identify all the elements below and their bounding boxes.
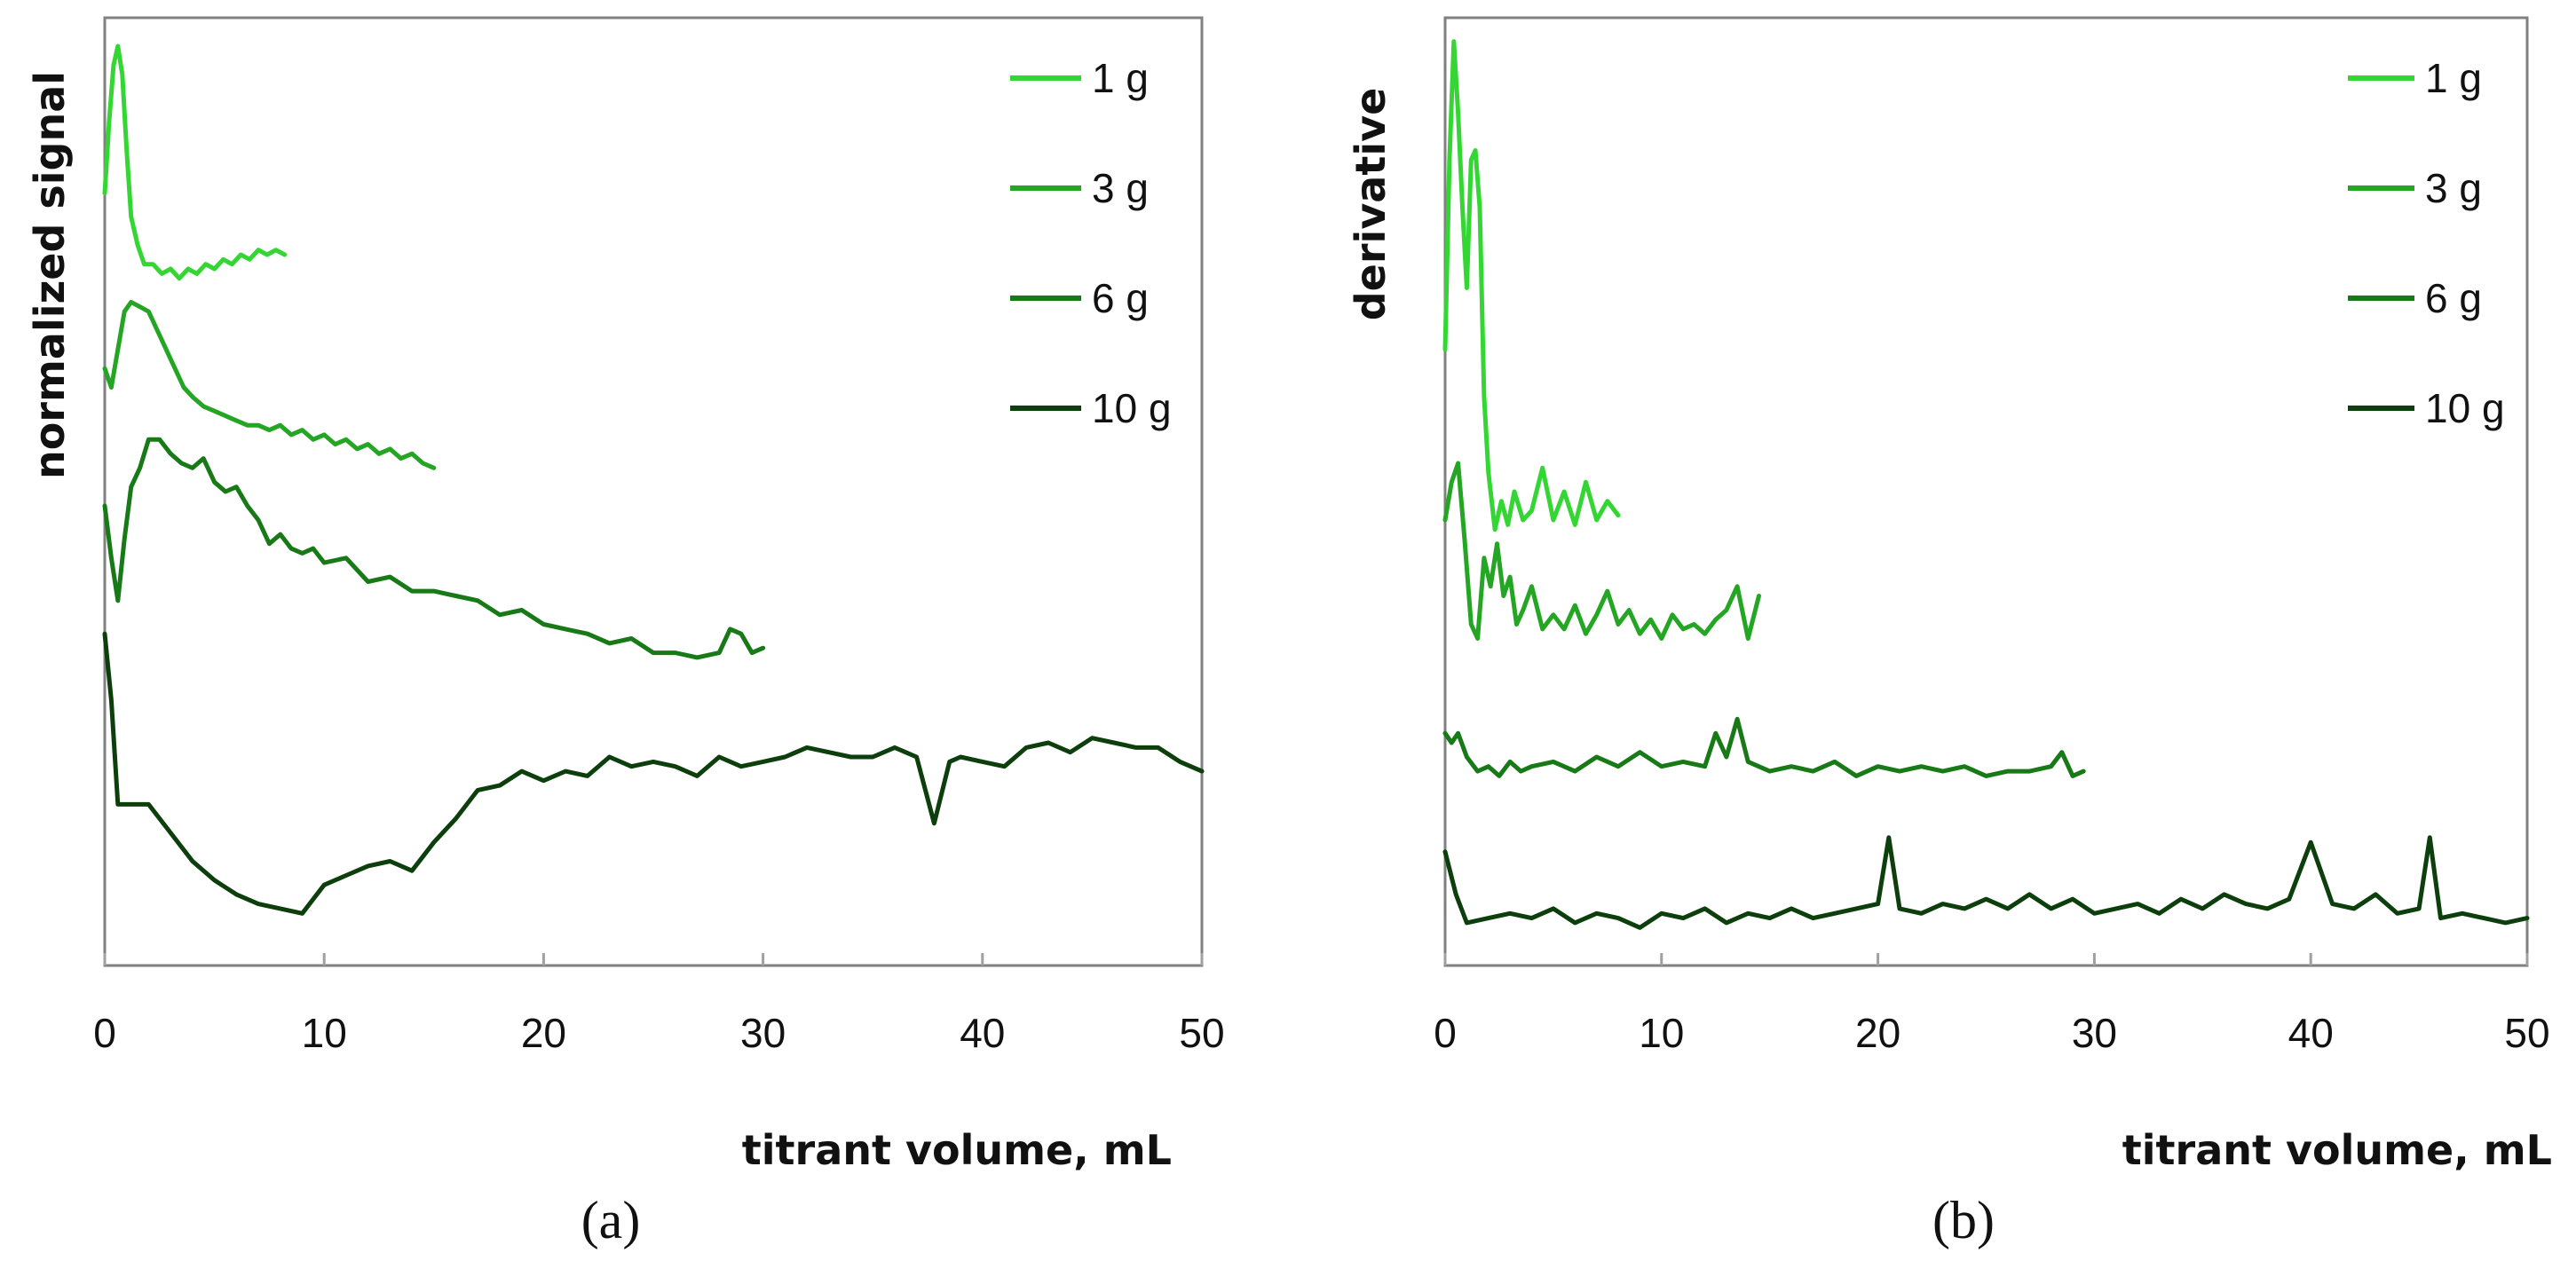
panel-b: 0 10 20 30 40 50 derivative titrant volume, m… [1347,16,2552,1249]
x-tick-label: 40 [960,1010,1005,1056]
series-group-a [102,43,1205,916]
x-tick-label: 30 [2072,1010,2117,1056]
legend-label: 1 g [2425,55,2482,101]
x-tick-group-a: 0 10 20 30 40 50 [93,953,1225,1056]
legend-b: 1 g 3 g 6 g 10 g [2348,55,2505,431]
x-tick-label: 50 [2504,1010,2549,1056]
x-tick-label: 10 [302,1010,347,1056]
x-axis-title-a: titrant volume, mL [742,1126,1172,1174]
plot-area-frame-b [1443,16,2529,967]
x-tick-group-b: 0 10 20 30 40 50 [1434,953,2550,1056]
series-group-b [1442,39,2530,930]
x-tick-label: 30 [740,1010,786,1056]
legend-label: 10 g [1092,385,1172,431]
series-line-3g [1442,461,1761,641]
y-axis-title-a: normalized signal [26,71,74,479]
series-line-10g [102,631,1205,916]
legend-label: 10 g [2425,385,2505,431]
legend-label: 3 g [2425,165,2482,211]
series-line-10g [1442,835,2530,930]
legend-label: 6 g [2425,275,2482,321]
x-tick-label: 50 [1179,1010,1224,1056]
panel-a: 0 10 20 30 40 50 normalized signal titrant vo… [26,16,1225,1249]
x-tick-label: 40 [2288,1010,2334,1056]
legend-a: 1 g 3 g 6 g 10 g [1010,55,1172,431]
x-tick-label: 20 [521,1010,566,1056]
panel-label-b: (b) [1932,1191,1995,1249]
x-tick-label: 0 [93,1010,116,1056]
series-line-1g [102,43,288,281]
series-line-3g [102,299,437,470]
series-line-6g [102,437,766,660]
x-tick-label: 10 [1639,1010,1684,1056]
x-tick-label: 0 [1434,1010,1457,1056]
series-line-1g [1442,39,1621,532]
legend-label: 3 g [1092,165,1149,211]
series-line-6g [1442,716,2086,778]
x-tick-label: 20 [1855,1010,1900,1056]
x-axis-title-b: titrant volume, mL [2122,1126,2552,1174]
panel-label-a: (a) [581,1191,641,1249]
legend-label: 6 g [1092,275,1149,321]
plot-area-frame-a [103,16,1204,967]
legend-label: 1 g [1092,55,1149,101]
y-axis-title-b: derivative [1347,88,1395,321]
